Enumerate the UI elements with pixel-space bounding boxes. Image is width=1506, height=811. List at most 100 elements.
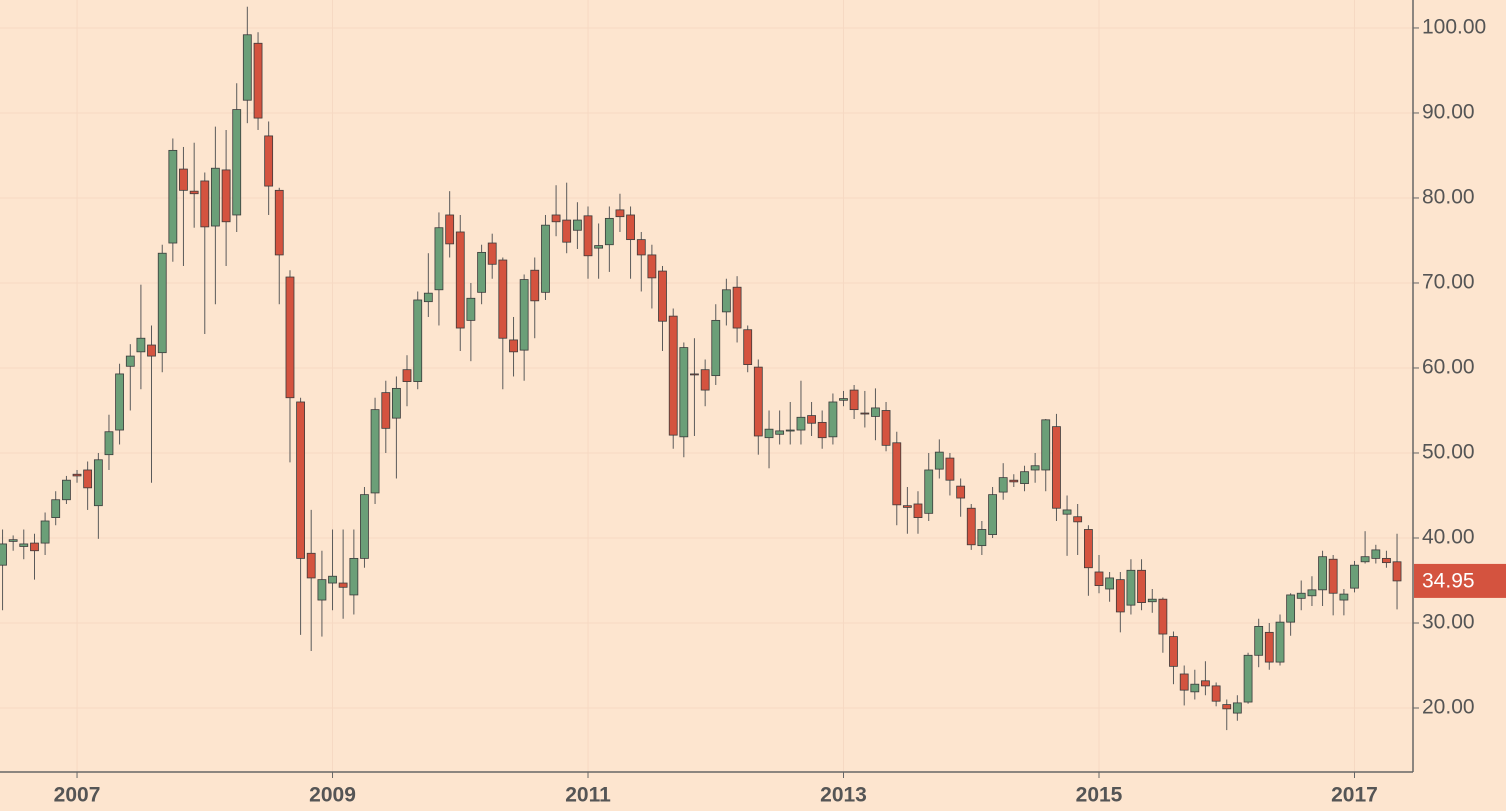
candle-body bbox=[391, 387, 401, 419]
candle-body bbox=[221, 169, 231, 223]
candle-body bbox=[988, 494, 997, 535]
candles bbox=[0, 6, 1402, 731]
candle-body bbox=[1137, 569, 1146, 603]
candle-body bbox=[147, 344, 156, 357]
candle-body bbox=[1254, 625, 1264, 656]
candle-body bbox=[839, 398, 848, 401]
candle-body bbox=[200, 180, 210, 228]
candle-body bbox=[626, 214, 635, 241]
candle-body bbox=[104, 431, 114, 456]
candle-body bbox=[902, 505, 912, 508]
candle-body bbox=[604, 217, 614, 246]
candle-body bbox=[264, 135, 274, 187]
candle-body bbox=[1105, 577, 1115, 590]
candle-body bbox=[93, 459, 103, 507]
candle-body bbox=[551, 214, 561, 223]
candle-body bbox=[966, 507, 976, 546]
y-tick-label: 50.00 bbox=[1422, 441, 1475, 464]
candle-body bbox=[1371, 549, 1381, 559]
candle-body bbox=[690, 373, 699, 376]
y-tick-label: 70.00 bbox=[1422, 271, 1475, 294]
candle-body bbox=[1232, 702, 1242, 714]
candle-body bbox=[1222, 704, 1232, 710]
candle-body bbox=[296, 401, 305, 559]
candle-body bbox=[1286, 594, 1296, 623]
candle-body bbox=[1307, 589, 1317, 597]
candle-body bbox=[1126, 569, 1136, 606]
candle-body bbox=[1382, 557, 1391, 564]
x-tick-label: 2013 bbox=[820, 784, 867, 807]
candle-body bbox=[1296, 592, 1306, 599]
candle-body bbox=[1041, 419, 1051, 471]
candle-body bbox=[881, 410, 891, 446]
x-tick-label: 2011 bbox=[565, 784, 611, 807]
candle-body bbox=[732, 286, 742, 329]
candle-body bbox=[189, 190, 199, 195]
y-tick-label: 30.00 bbox=[1422, 611, 1475, 634]
candle-body bbox=[210, 167, 220, 227]
candle-body bbox=[1339, 593, 1349, 601]
candle-body bbox=[807, 415, 816, 424]
candle-body bbox=[1264, 631, 1274, 663]
candle-body bbox=[934, 451, 944, 470]
candle-body bbox=[519, 279, 529, 351]
candle-body bbox=[817, 421, 827, 439]
candle-body bbox=[562, 219, 572, 243]
candle-body bbox=[136, 337, 146, 353]
candle-body bbox=[115, 373, 124, 431]
candle-body bbox=[679, 347, 689, 438]
candle-body bbox=[753, 366, 763, 437]
candle-body bbox=[1083, 529, 1093, 569]
y-tick-label: 60.00 bbox=[1422, 356, 1475, 379]
candle-body bbox=[306, 552, 316, 579]
candle-body bbox=[998, 477, 1008, 493]
candle-body bbox=[30, 542, 39, 552]
candle-body bbox=[1318, 556, 1327, 591]
candle-body bbox=[466, 297, 476, 321]
candle-body bbox=[370, 409, 380, 494]
candle-body bbox=[253, 42, 263, 119]
candle-body bbox=[62, 479, 71, 501]
x-tick-label: 2007 bbox=[54, 784, 101, 807]
candle-body bbox=[242, 34, 252, 101]
candle-body bbox=[1062, 509, 1072, 515]
candle-body bbox=[455, 231, 465, 329]
candle-body bbox=[1350, 564, 1359, 589]
candle-body bbox=[1020, 471, 1029, 484]
x-tick-label: 2017 bbox=[1331, 784, 1378, 807]
candle-body bbox=[413, 299, 423, 382]
candle-body bbox=[168, 149, 178, 244]
candle-body bbox=[1275, 621, 1285, 663]
candle-body bbox=[541, 224, 550, 293]
candle-body bbox=[711, 319, 721, 377]
y-tick-label: 100.00 bbox=[1422, 16, 1486, 39]
candle-body bbox=[796, 416, 806, 431]
candle-body bbox=[328, 575, 337, 584]
candle-body bbox=[1392, 561, 1402, 582]
y-tick-label: 90.00 bbox=[1422, 101, 1475, 124]
candle-body bbox=[1030, 465, 1040, 471]
candle-body bbox=[658, 270, 667, 322]
candle-body bbox=[583, 215, 593, 257]
candle-body bbox=[423, 292, 433, 303]
candle-body bbox=[700, 369, 710, 391]
candle-body bbox=[1094, 571, 1104, 586]
candle-body bbox=[381, 392, 391, 429]
candle-body bbox=[509, 339, 518, 353]
candle-body bbox=[157, 252, 167, 354]
candle-body bbox=[1147, 598, 1157, 603]
candle-body bbox=[924, 469, 934, 514]
candle-body bbox=[828, 401, 838, 438]
candle-body bbox=[1201, 680, 1210, 687]
candle-body bbox=[871, 407, 880, 417]
y-tick-label: 80.00 bbox=[1422, 186, 1475, 209]
candle-body bbox=[860, 412, 870, 415]
grid bbox=[0, 0, 1419, 778]
x-tick-label: 2009 bbox=[309, 784, 356, 807]
candle-body bbox=[1073, 516, 1083, 523]
candle-body bbox=[530, 269, 540, 302]
candle-body bbox=[1052, 426, 1061, 509]
